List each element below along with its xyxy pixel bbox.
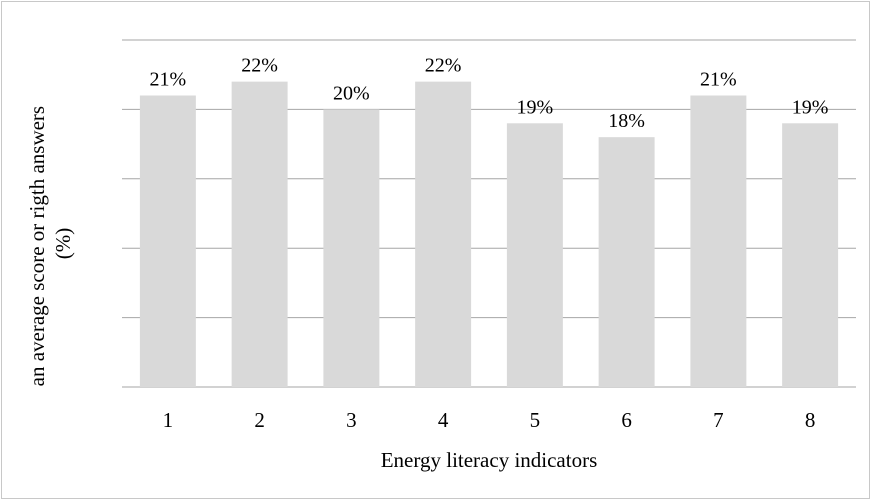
bar xyxy=(323,109,380,388)
y-axis-title-line-1: an average score or rigth answers xyxy=(25,106,49,386)
bars xyxy=(139,81,839,388)
x-tick-label: 8 xyxy=(805,408,816,432)
x-tick-label: 2 xyxy=(254,408,265,432)
x-tick-label: 5 xyxy=(530,408,541,432)
data-labels: 21% 22% 20% 22% 19% 18% 21% 19% xyxy=(150,55,829,133)
x-tick-label: 7 xyxy=(713,408,724,432)
x-tick-labels: 1 2 3 4 5 6 7 8 xyxy=(163,408,816,432)
bar xyxy=(690,95,747,388)
y-axis-title: an average score or rigth answers (%) xyxy=(25,101,75,387)
data-label: 22% xyxy=(241,55,278,77)
bar xyxy=(231,81,288,387)
data-label: 20% xyxy=(333,82,370,104)
x-tick-label: 4 xyxy=(438,408,449,432)
bar xyxy=(506,123,563,387)
data-label: 21% xyxy=(700,69,737,91)
data-label: 18% xyxy=(608,110,645,132)
x-tick-label: 3 xyxy=(346,408,357,432)
x-tick-label: 6 xyxy=(621,408,632,432)
data-label: 19% xyxy=(517,96,554,118)
data-label: 19% xyxy=(792,96,829,118)
x-axis-title: Energy literacy indicators xyxy=(381,448,598,472)
bar xyxy=(415,81,472,387)
bar xyxy=(782,123,839,387)
y-axis-title-line-2: (%) xyxy=(51,228,75,259)
x-tick-label: 1 xyxy=(163,408,174,432)
bar xyxy=(598,137,655,387)
data-label: 21% xyxy=(150,69,187,91)
bar xyxy=(139,95,196,388)
data-label: 22% xyxy=(425,55,462,77)
